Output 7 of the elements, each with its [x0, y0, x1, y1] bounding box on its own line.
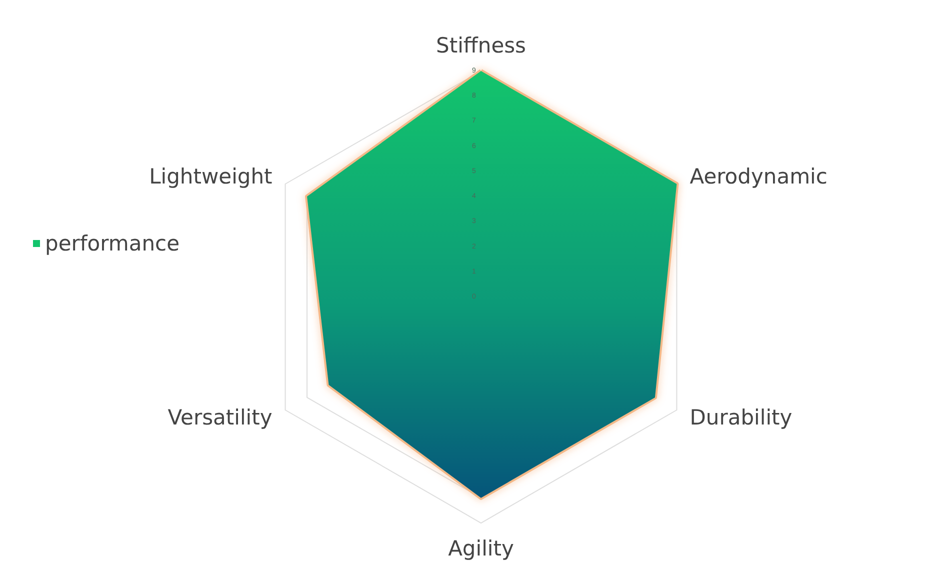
spoke-label: Versatility [168, 406, 272, 430]
spoke-label: Durability [690, 406, 792, 430]
legend-label: performance [45, 232, 180, 256]
spoke-label: Stiffness [436, 34, 526, 58]
spoke-label: Agility [448, 536, 514, 560]
spoke-label: Lightweight [149, 164, 272, 188]
spoke-label: Aerodynamic [690, 164, 828, 188]
